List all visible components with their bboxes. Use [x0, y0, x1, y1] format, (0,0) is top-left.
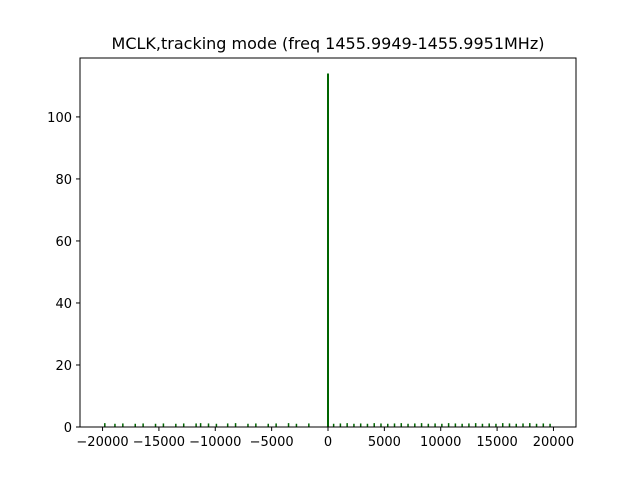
x-tick-label: −10000: [189, 435, 241, 450]
x-tick-label: 20000: [533, 435, 574, 450]
y-tick-label: 20: [55, 359, 72, 374]
x-tick-label: −15000: [133, 435, 185, 450]
x-tick-label: 5000: [368, 435, 401, 450]
x-tick-label: 10000: [420, 435, 461, 450]
y-axis: 0 20 40 60 80 100: [47, 111, 80, 436]
y-tick-label: 60: [55, 235, 72, 250]
x-tick-label: −20000: [76, 435, 128, 450]
x-tick-label: 15000: [476, 435, 517, 450]
bars-group: [104, 73, 551, 427]
x-tick-label: 0: [324, 435, 332, 450]
y-tick-label: 40: [55, 297, 72, 312]
x-tick-label: −5000: [250, 435, 294, 450]
y-tick-label: 100: [47, 111, 72, 126]
chart-title: MCLK,tracking mode (freq 1455.9949-1455.…: [112, 34, 545, 53]
y-tick-label: 0: [64, 421, 72, 436]
plot-frame: [79, 57, 577, 428]
y-tick-label: 80: [55, 173, 72, 188]
x-axis: −20000 −15000 −10000 −5000 0 5000 10000 15000 20…: [76, 427, 574, 450]
